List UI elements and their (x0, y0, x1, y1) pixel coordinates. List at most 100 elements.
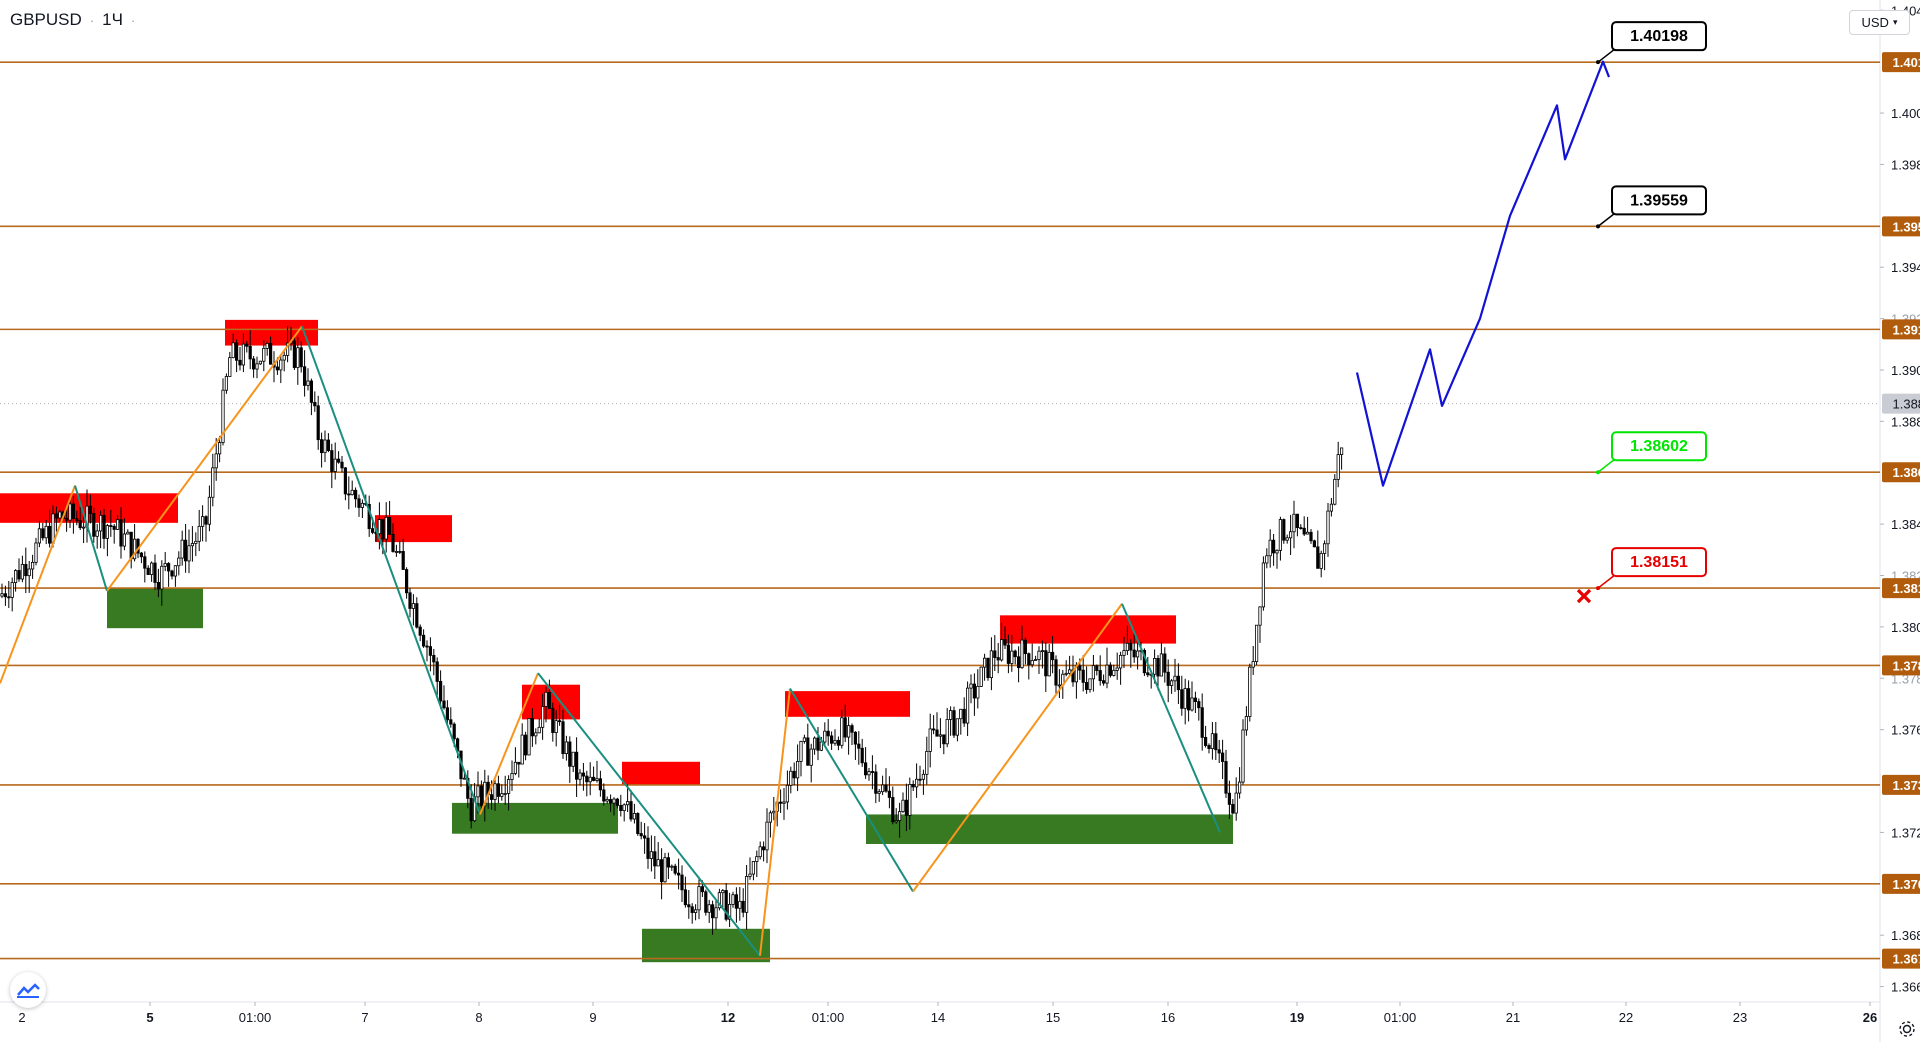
candle-body (1106, 665, 1108, 683)
candle-body (324, 440, 326, 453)
candle-body (1289, 532, 1291, 538)
symbol-ticker[interactable]: GBPUSD (10, 10, 82, 30)
candle-body (1113, 670, 1115, 675)
candle-body (1045, 651, 1047, 676)
candle-body (1000, 640, 1002, 660)
candle-body (749, 874, 751, 876)
candle-body (878, 792, 880, 794)
candle-body (164, 563, 166, 566)
candle-body (1092, 666, 1094, 679)
target-callout: 1.38151 (1596, 548, 1706, 590)
candle-body (834, 740, 836, 743)
candle-body (813, 738, 815, 749)
candle-body (895, 821, 897, 822)
candle-body (790, 771, 792, 785)
time-axis-label: 7 (361, 1010, 368, 1025)
symbol-legend[interactable]: GBPUSD · 1Ч · (10, 10, 135, 30)
forecast-path (1357, 62, 1609, 486)
candle-body (300, 348, 302, 367)
candle-body (1266, 556, 1268, 563)
zigzag-up-leg (760, 689, 790, 956)
candle-body (1276, 550, 1278, 553)
price-axis-label: 1.38800 (1891, 414, 1920, 429)
settings-gear-icon[interactable] (1896, 1018, 1918, 1040)
candle-body (1187, 689, 1189, 710)
candle-body (1221, 753, 1223, 761)
candle-body (337, 459, 339, 462)
candle-body (116, 520, 118, 530)
candle-body (963, 709, 965, 723)
candle-body (276, 367, 278, 370)
candle-body (55, 514, 57, 518)
candle-body (1014, 651, 1016, 657)
candle-body (443, 701, 445, 708)
level-price-badge-text: 1.38151 (1893, 581, 1920, 596)
candle-body (1317, 547, 1319, 569)
candle-body (1041, 651, 1043, 652)
candle-body (317, 406, 319, 440)
candle-body (8, 597, 10, 598)
candle-body (596, 779, 598, 781)
candle-body (184, 540, 186, 561)
candle-body (1340, 448, 1342, 455)
level-price-badge-text: 1.37000 (1893, 877, 1920, 892)
supply-zone (1000, 615, 1176, 643)
candle-body (681, 875, 683, 890)
candle-body (599, 779, 601, 790)
candle-body (701, 887, 703, 892)
candle-body (1323, 544, 1325, 554)
candle-body (871, 772, 873, 773)
candle-body (626, 802, 628, 805)
callout-anchor-dot (1596, 224, 1600, 228)
candle-body (1082, 670, 1084, 682)
candle-body (246, 344, 248, 346)
candle-body (868, 772, 870, 775)
candle-body (864, 763, 866, 775)
candle-body (766, 822, 768, 850)
candle-body (854, 732, 856, 744)
candle-body (1181, 690, 1183, 709)
time-axis-label: 22 (1619, 1010, 1633, 1025)
time-axis-label: 5 (146, 1010, 153, 1025)
candle-body (1184, 689, 1186, 709)
candle-body (885, 785, 887, 791)
candle-body (497, 784, 499, 797)
candle-body (1245, 717, 1247, 730)
candle-body (1303, 528, 1305, 534)
candle-body (11, 583, 13, 598)
candle-body (1262, 563, 1264, 607)
candle-body (759, 847, 761, 857)
candle-body (1228, 793, 1230, 804)
candle-body (409, 593, 411, 609)
candle-body (154, 563, 156, 582)
candle-body (38, 529, 40, 543)
currency-selector[interactable]: USD ▾ (1849, 10, 1910, 35)
candle-body (198, 526, 200, 541)
price-axis-label: 1.39800 (1891, 157, 1920, 172)
candle-body (1096, 666, 1098, 671)
candle-body (1048, 652, 1050, 676)
candle-body (161, 566, 163, 589)
candle-body (263, 348, 265, 361)
candle-body (569, 742, 571, 766)
candle-body (637, 813, 639, 833)
candle-body (25, 564, 27, 575)
candle-body (909, 784, 911, 815)
tradingview-logo-icon[interactable] (10, 972, 46, 1008)
candle-body (623, 805, 625, 811)
candle-body (936, 730, 938, 736)
candle-body (419, 627, 421, 635)
candle-body (953, 711, 955, 736)
candle-body (796, 761, 798, 777)
chart-pane[interactable]: 1.401981.395591.386021.381511.404001.400… (0, 0, 1880, 1042)
symbol-interval[interactable]: 1Ч (102, 10, 123, 30)
candle-body (1021, 640, 1023, 668)
candle-body (1259, 607, 1261, 625)
candle-body (524, 735, 526, 755)
candle-body (225, 376, 227, 390)
candle-body (212, 468, 214, 497)
candle-body (269, 343, 271, 364)
candle-body (385, 517, 387, 539)
candle-body (793, 771, 795, 778)
